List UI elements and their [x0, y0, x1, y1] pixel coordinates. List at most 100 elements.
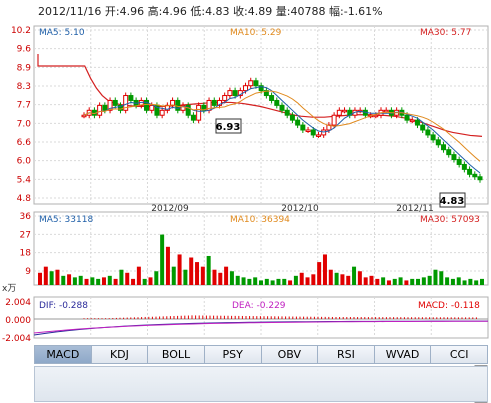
- volume-bar: [154, 271, 159, 285]
- high-callout: 6.93: [216, 122, 241, 133]
- candle-body: [295, 119, 301, 126]
- volume-bar: [386, 280, 391, 285]
- candle-body: [149, 104, 155, 111]
- high-value: 4.96: [162, 5, 187, 18]
- volume-bar: [381, 277, 386, 285]
- macd-tick-label: 0.000: [5, 316, 31, 326]
- volume-bar: [90, 277, 95, 285]
- y-tick-label: 7.0: [17, 119, 32, 129]
- volume-bar: [200, 266, 205, 285]
- change-value: -1.61%: [343, 5, 383, 18]
- volume-bar: [305, 277, 310, 285]
- tab-boll[interactable]: BOLL: [148, 345, 205, 364]
- volume-bar: [276, 278, 281, 285]
- tab-rsi[interactable]: RSI: [318, 345, 375, 364]
- x-tick-label: 2012/10: [281, 204, 319, 214]
- volume-bar: [259, 280, 263, 285]
- macd-legend-dif: DIF: -0.288: [39, 301, 88, 311]
- candle-body: [123, 95, 129, 111]
- volume-bar: [357, 271, 362, 285]
- volume-bar: [84, 278, 89, 285]
- ma5-line: [83, 86, 481, 174]
- volume-bar: [462, 280, 467, 285]
- candle-body: [107, 99, 113, 111]
- candle-body: [232, 90, 238, 97]
- y-tick-label: 6.0: [17, 157, 32, 167]
- volume-bar: [101, 277, 106, 285]
- volume-bar: [125, 272, 130, 285]
- low-label: 低:: [190, 5, 206, 18]
- y-tick-label: 9.6: [17, 45, 32, 55]
- volume-bar: [55, 269, 60, 285]
- price-legend-ma30: MA30: 5.77: [420, 28, 471, 38]
- volume-bar: [334, 272, 339, 285]
- volume-tick-label: 9: [25, 267, 31, 277]
- tab-macd[interactable]: MACD: [34, 345, 92, 364]
- volume-bar: [235, 275, 240, 285]
- volume-bar: [142, 278, 147, 285]
- candle-body: [331, 114, 337, 126]
- volume-bar: [340, 274, 345, 285]
- volume-bar: [410, 278, 415, 285]
- x-tick-label: 2012/11: [396, 204, 433, 214]
- volume-bar: [317, 262, 322, 285]
- volume-bar: [67, 274, 72, 285]
- y-tick-label: 10.2: [11, 26, 31, 36]
- candle-body: [196, 104, 202, 121]
- volume-bar: [416, 278, 421, 285]
- price-legend-ma10: MA10: 5.29: [230, 28, 282, 38]
- candle-body: [305, 129, 311, 132]
- volume-bar: [427, 275, 432, 285]
- volume-bar: [206, 255, 211, 285]
- candle-body: [117, 104, 123, 111]
- candle-body: [477, 176, 483, 181]
- volume-bar: [282, 278, 287, 285]
- volume-bar: [439, 271, 444, 285]
- overview-navigator[interactable]: [34, 366, 488, 402]
- volume-bar: [346, 275, 351, 285]
- candle-body: [373, 114, 379, 118]
- tab-kdj[interactable]: KDJ: [91, 345, 149, 364]
- candle-body: [472, 173, 478, 178]
- volume-bar: [421, 277, 426, 285]
- volume-label: 量:: [275, 5, 291, 18]
- tab-wvad[interactable]: WVAD: [374, 345, 432, 364]
- candle-body: [222, 95, 228, 101]
- volume-bar: [148, 277, 153, 285]
- candle-body: [430, 134, 436, 141]
- volume-legend-ma30: MA30: 57093: [420, 215, 480, 225]
- candle-body: [456, 159, 462, 165]
- candle-body: [310, 129, 316, 136]
- y-tick-label: 7.7: [17, 101, 31, 111]
- candle-body: [102, 104, 108, 111]
- tab-obv[interactable]: OBV: [261, 345, 319, 364]
- candle-body: [243, 85, 249, 92]
- volume-bar: [299, 272, 304, 285]
- y-tick-label: 8.9: [17, 63, 32, 73]
- candle-body: [211, 99, 217, 106]
- candle-body: [279, 104, 285, 111]
- candle-body: [258, 85, 264, 92]
- candle-body: [441, 144, 447, 151]
- candle-body: [414, 119, 420, 126]
- volume-bar: [229, 271, 234, 285]
- tab-cci[interactable]: CCI: [431, 345, 488, 364]
- y-tick-label: 8.3: [17, 82, 31, 92]
- volume-bar: [398, 277, 403, 285]
- candle-body: [97, 104, 103, 116]
- tab-psy[interactable]: PSY: [204, 345, 262, 364]
- close-value: 4.89: [247, 5, 273, 18]
- candle-body: [315, 134, 321, 137]
- candle-body: [112, 99, 118, 106]
- volume-bar: [352, 266, 357, 285]
- candle-body: [461, 163, 467, 170]
- candle-body: [159, 109, 165, 116]
- volume-bar: [171, 266, 176, 285]
- candle-body: [81, 114, 87, 118]
- volume-legend-ma10: MA10: 36394: [230, 215, 290, 225]
- volume-bar: [113, 278, 118, 285]
- volume-bar: [433, 269, 438, 285]
- candle-body: [128, 95, 134, 101]
- candle-body: [284, 109, 290, 116]
